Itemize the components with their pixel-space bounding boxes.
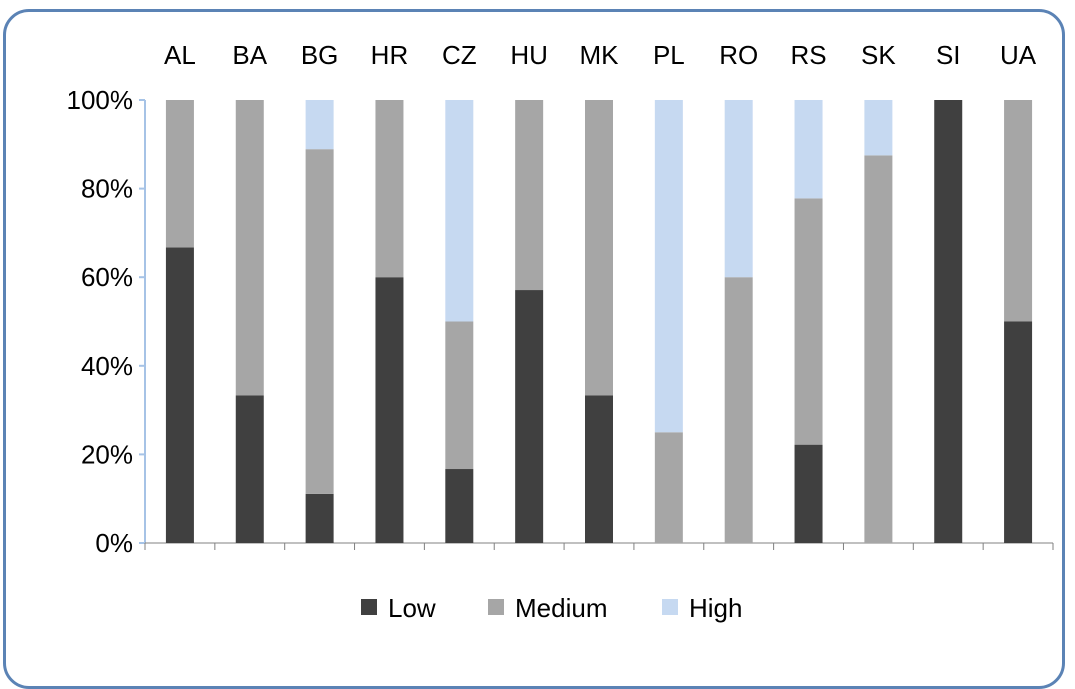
category-label-si: SI bbox=[936, 40, 961, 70]
bar-low-cz bbox=[445, 469, 474, 543]
y-tick-label: 60% bbox=[81, 262, 133, 292]
y-tick-label: 80% bbox=[81, 174, 133, 204]
bar-low-al bbox=[165, 247, 194, 544]
bar-medium-ua bbox=[1004, 100, 1033, 322]
bar-low-hu bbox=[515, 290, 544, 543]
bar-medium-bg bbox=[305, 149, 334, 494]
bar-medium-pl bbox=[654, 432, 683, 543]
bar-medium-hr bbox=[375, 100, 404, 278]
bar-low-ba bbox=[235, 395, 264, 543]
bar-medium-ba bbox=[235, 100, 264, 396]
category-label-hr: HR bbox=[371, 40, 409, 70]
bar-low-hr bbox=[375, 277, 404, 543]
category-label-bg: BG bbox=[301, 40, 339, 70]
bar-low-mk bbox=[585, 395, 613, 543]
legend-label-high: High bbox=[689, 593, 742, 623]
bar-medium-al bbox=[165, 100, 194, 248]
stacked-bar-chart: 0% 20% 40% 60% 80% 100% AL BA BG HR CZ HU MK PL RO RS SK… bbox=[67, 40, 1054, 623]
category-label-pl: PL bbox=[653, 40, 685, 70]
y-tick-label: 40% bbox=[81, 351, 133, 381]
legend-swatch-medium bbox=[488, 599, 504, 615]
bar-low-si bbox=[934, 100, 963, 543]
category-label-cz: CZ bbox=[442, 40, 477, 70]
y-tick-label: 100% bbox=[67, 85, 134, 115]
legend-label-low: Low bbox=[388, 593, 436, 623]
bar-medium-rs bbox=[794, 198, 823, 445]
bar-low-rs bbox=[794, 444, 823, 543]
bar-low-bg bbox=[305, 493, 334, 543]
legend-swatch-low bbox=[361, 599, 377, 615]
bar-high-bg bbox=[305, 100, 334, 150]
bar-high-ro bbox=[724, 100, 753, 278]
category-label-ua: UA bbox=[1000, 40, 1037, 70]
bar-medium-ro bbox=[724, 277, 753, 543]
category-label-al: AL bbox=[164, 40, 196, 70]
legend-swatch-high bbox=[662, 599, 678, 615]
y-tick-label: 0% bbox=[95, 528, 133, 558]
category-label-hu: HU bbox=[510, 40, 548, 70]
category-label-mk: MK bbox=[580, 40, 620, 70]
bar-medium-sk bbox=[864, 155, 893, 543]
bar-high-pl bbox=[654, 100, 683, 433]
bar-high-rs bbox=[794, 100, 823, 199]
category-label-rs: RS bbox=[790, 40, 826, 70]
bar-high-sk bbox=[864, 100, 893, 156]
legend: Low Medium High bbox=[361, 593, 742, 623]
bar-high-cz bbox=[445, 100, 474, 322]
category-label-sk: SK bbox=[861, 40, 896, 70]
bar-medium-mk bbox=[585, 100, 613, 396]
category-label-ba: BA bbox=[232, 40, 267, 70]
bar-low-ua bbox=[1004, 321, 1033, 543]
bar-medium-hu bbox=[515, 100, 544, 291]
legend-label-medium: Medium bbox=[515, 593, 607, 623]
category-label-ro: RO bbox=[719, 40, 758, 70]
bar-medium-cz bbox=[445, 321, 474, 470]
y-tick-label: 20% bbox=[81, 439, 133, 469]
